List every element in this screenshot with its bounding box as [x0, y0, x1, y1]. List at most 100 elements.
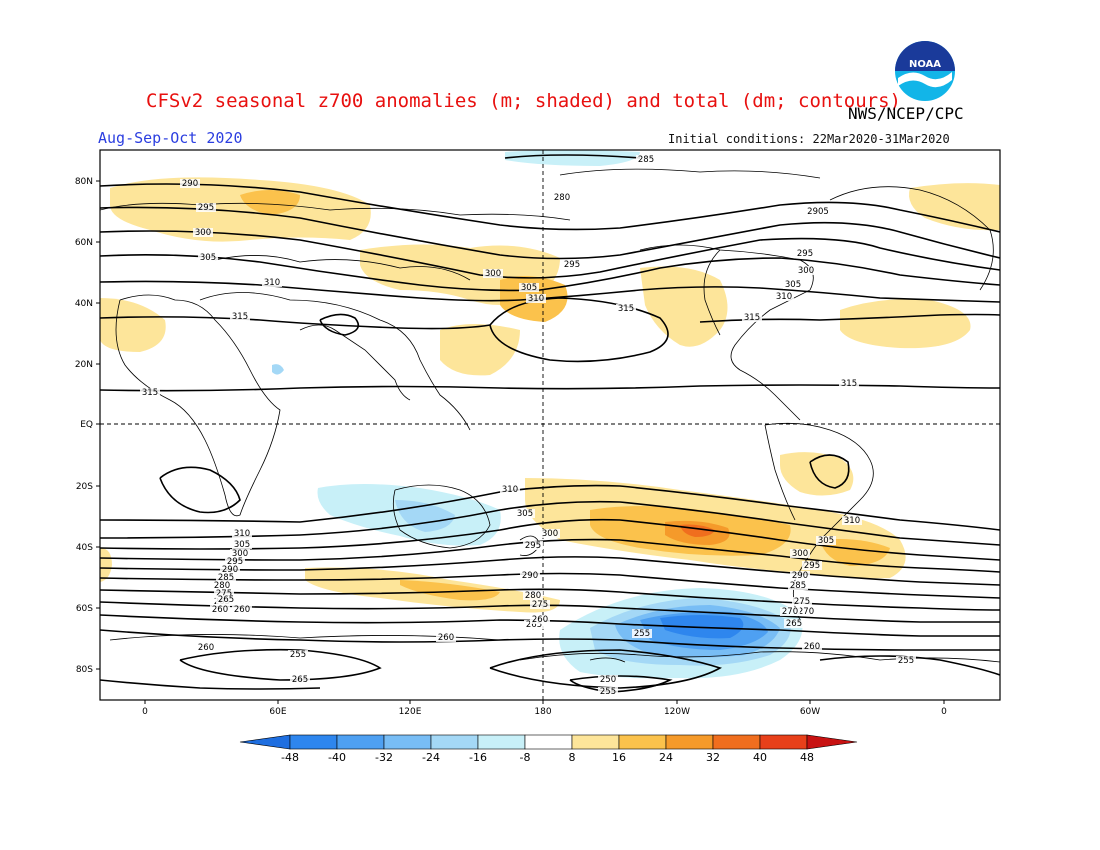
contour-label-bg	[796, 607, 816, 616]
contour-label: 295	[797, 249, 813, 259]
colorbar: -48 -40 -32 -24 -16 -8 8 16 24 32 40 48	[239, 734, 858, 764]
contour-label-bg	[212, 581, 232, 590]
contour-label-bg	[225, 557, 245, 566]
contour-label-bg	[214, 589, 234, 598]
noaa-logo-icon: NOAA	[895, 41, 955, 101]
contour-label-bg	[196, 203, 216, 212]
contour-label: 305	[200, 253, 216, 263]
contour-label-bg	[598, 675, 618, 684]
contour-label-bg	[792, 597, 812, 606]
lon-label-120e: 120E	[399, 707, 422, 717]
contour-label: 260	[438, 633, 454, 643]
colorbar-cell	[430, 734, 479, 750]
contour-label: 300	[232, 549, 248, 559]
contour-label-bg	[802, 561, 822, 570]
contour-label-bg	[795, 249, 815, 258]
contour-label: 310	[844, 516, 860, 526]
contour-label: 290	[182, 179, 198, 189]
lon-label-120w: 120W	[664, 707, 690, 717]
contour-label: 280	[214, 581, 230, 591]
contour-label-bg	[790, 549, 810, 558]
contour-label: 255	[634, 629, 650, 639]
contour-label: 300	[798, 266, 814, 276]
contour-label: 295	[198, 203, 214, 213]
contour-label: 300	[542, 529, 558, 539]
contour-label: 305	[234, 540, 250, 550]
contour-label-bg	[780, 607, 800, 616]
contour-label-bg	[784, 619, 804, 628]
contour-label: 310	[264, 278, 280, 288]
contour-label-bg	[552, 193, 572, 202]
contour-label-bg	[562, 260, 582, 269]
contour-label: 265	[218, 595, 234, 605]
contour-label: 295	[525, 541, 541, 551]
colorbar-cell	[665, 734, 714, 750]
contour-label-bg	[632, 629, 652, 638]
lon-label-0-east: 0	[941, 707, 947, 717]
contour-label: 265	[292, 675, 308, 685]
colorbar-tick-label: 24	[659, 751, 673, 764]
contour-label: 305	[517, 509, 533, 519]
contour-label: 305	[785, 280, 801, 290]
contour-label: 280	[525, 591, 541, 601]
contour-label: 295	[804, 561, 820, 571]
colorbar-cell	[336, 734, 385, 750]
contour-label: 315	[744, 313, 760, 323]
contour-label: 255	[290, 650, 306, 660]
contour-label: 275	[794, 597, 810, 607]
contour-label-bg	[180, 179, 200, 188]
contour-label-bg	[598, 687, 618, 696]
contour-label: 310	[502, 485, 518, 495]
lat-label-40s: 40S	[76, 543, 93, 553]
colorbar-tick-label: 8	[569, 751, 576, 764]
contour-label-bg	[262, 278, 282, 287]
contour-label-bg	[198, 253, 218, 262]
colorbar-cell	[383, 734, 432, 750]
contour-label-bg	[816, 536, 836, 545]
contour-label: 250	[600, 675, 616, 685]
lat-label-eq: EQ	[80, 420, 93, 430]
contour-label-bg	[742, 313, 762, 322]
lat-label-80n: 80N	[75, 177, 93, 187]
colorbar-tick-label: -48	[281, 751, 299, 764]
contour-label: 275	[216, 589, 232, 599]
contour-label-bg	[636, 155, 656, 164]
contour-label-bg	[540, 529, 560, 538]
lat-label-20s: 20S	[76, 482, 93, 492]
contour-label-bg	[808, 207, 828, 216]
contour-label: 295	[564, 260, 580, 270]
contour-label-bg	[839, 379, 859, 388]
contour-label-bg	[526, 294, 546, 303]
contour-label: 290	[792, 571, 808, 581]
contour-label-bg	[616, 304, 636, 313]
agency-label: NWS/NCEP/CPC	[848, 104, 964, 123]
contour-label: 275	[532, 600, 548, 610]
contour-label-bg	[788, 581, 808, 590]
contour-label: 270	[798, 607, 814, 617]
season-label: Aug-Sep-Oct 2020	[98, 129, 243, 147]
contour-label-bg	[230, 549, 250, 558]
contour-label: 280	[554, 193, 570, 203]
colorbar-cell	[477, 734, 526, 750]
lat-label-80s: 80S	[76, 665, 93, 675]
contour-label: 315	[142, 388, 158, 398]
contour-label-bg	[193, 228, 213, 237]
contour-label: 260	[804, 642, 820, 652]
contour-label: 310	[776, 292, 792, 302]
contour-label-bg	[520, 571, 540, 580]
colorbar-tick-label: 32	[706, 751, 720, 764]
contour-label: 310	[528, 294, 544, 304]
lon-label-60w: 60W	[800, 707, 820, 717]
contour-label: 310	[234, 529, 250, 539]
colorbar-cell-high-end	[806, 734, 858, 750]
colorbar-cell	[712, 734, 761, 750]
contour-label-bg	[796, 266, 816, 275]
contour-label: 315	[232, 312, 248, 322]
contour-label: 315	[841, 379, 857, 389]
contour-label-bg	[896, 656, 916, 665]
colorbar-cell	[289, 734, 338, 750]
contour-label: 290	[222, 565, 238, 575]
colorbar-cell	[759, 734, 808, 750]
contour-label-bg	[802, 642, 822, 651]
contour-label-bg	[232, 529, 252, 538]
